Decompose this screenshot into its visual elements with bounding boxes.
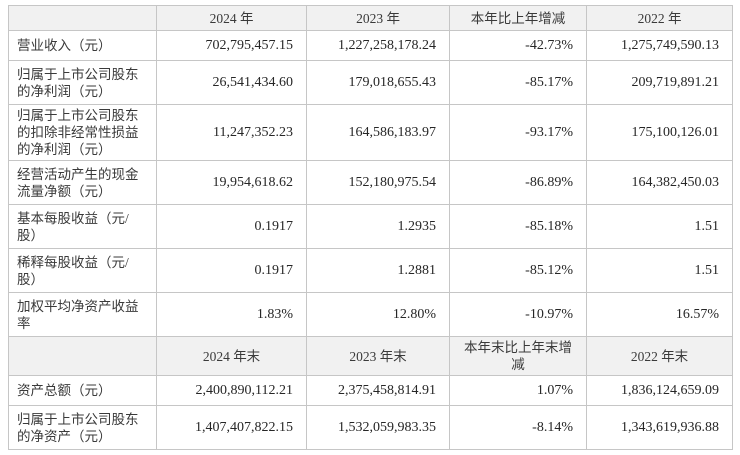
cell-value: 1.2881 [306, 248, 450, 293]
cell-value: 1.51 [586, 248, 733, 293]
cell-value: 12.80% [306, 292, 450, 337]
cell-value: 1,343,619,936.88 [586, 405, 733, 450]
row-label: 归属于上市公司股东的净利润（元） [8, 60, 157, 105]
cell-value: -42.73% [449, 30, 587, 61]
row-label: 经营活动产生的现金流量净额（元） [8, 160, 157, 205]
row-label: 基本每股收益（元/股） [8, 204, 157, 249]
table-row-basic-eps: 基本每股收益（元/股） 0.1917 1.2935 -85.18% 1.51 [8, 204, 733, 249]
cell-value: 1.07% [449, 375, 587, 406]
cell-value: 1.51 [586, 204, 733, 249]
cell-value: 175,100,126.01 [586, 104, 733, 161]
table-row-net-profit-excl-nonrecurring: 归属于上市公司股东的扣除非经常性损益的净利润（元） 11,247,352.23 … [8, 104, 733, 161]
cell-value: 164,382,450.03 [586, 160, 733, 205]
cell-value: 19,954,618.62 [156, 160, 307, 205]
cell-value: 16.57% [586, 292, 733, 337]
cell-value: -85.17% [449, 60, 587, 105]
row-label: 营业收入（元） [8, 30, 157, 61]
column-header-2024-end: 2024 年末 [156, 336, 307, 376]
cell-value: 1,227,258,178.24 [306, 30, 450, 61]
cell-value: 11,247,352.23 [156, 104, 307, 161]
column-header-2022: 2022 年 [586, 5, 733, 31]
cell-value: -10.97% [449, 292, 587, 337]
table-row-revenue: 营业收入（元） 702,795,457.15 1,227,258,178.24 … [8, 30, 733, 61]
cell-value: -85.12% [449, 248, 587, 293]
cell-value: 2,400,890,112.21 [156, 375, 307, 406]
row-label: 资产总额（元） [8, 375, 157, 406]
row-label: 稀释每股收益（元/股） [8, 248, 157, 293]
column-header-2024: 2024 年 [156, 5, 307, 31]
annual-header-row: 2024 年 2023 年 本年比上年增减 2022 年 [8, 5, 733, 31]
cell-value: 1,407,407,822.15 [156, 405, 307, 450]
cell-value: -8.14% [449, 405, 587, 450]
cell-value: 1,532,059,983.35 [306, 405, 450, 450]
cell-value: 1.2935 [306, 204, 450, 249]
table-row-net-assets: 归属于上市公司股东的净资产（元） 1,407,407,822.15 1,532,… [8, 405, 733, 450]
cell-value: 152,180,975.54 [306, 160, 450, 205]
cell-value: 0.1917 [156, 248, 307, 293]
cell-value: 179,018,655.43 [306, 60, 450, 105]
row-label: 归属于上市公司股东的净资产（元） [8, 405, 157, 450]
table-row-operating-cash-flow: 经营活动产生的现金流量净额（元） 19,954,618.62 152,180,9… [8, 160, 733, 205]
blank-header-cell [8, 336, 157, 376]
cell-value: -86.89% [449, 160, 587, 205]
cell-value: 0.1917 [156, 204, 307, 249]
column-header-2023-end: 2023 年末 [306, 336, 450, 376]
cell-value: -93.17% [449, 104, 587, 161]
cell-value: 1.83% [156, 292, 307, 337]
row-label: 加权平均净资产收益率 [8, 292, 157, 337]
cell-value: 209,719,891.21 [586, 60, 733, 105]
cell-value: 26,541,434.60 [156, 60, 307, 105]
table-row-net-profit: 归属于上市公司股东的净利润（元） 26,541,434.60 179,018,6… [8, 60, 733, 105]
column-header-yoy-change: 本年比上年增减 [449, 5, 587, 31]
cell-value: 2,375,458,814.91 [306, 375, 450, 406]
blank-header-cell [8, 5, 157, 31]
table-row-total-assets: 资产总额（元） 2,400,890,112.21 2,375,458,814.9… [8, 375, 733, 406]
cell-value: 1,275,749,590.13 [586, 30, 733, 61]
period-end-header-row: 2024 年末 2023 年末 本年末比上年末增减 2022 年末 [8, 336, 733, 376]
table-row-weighted-avg-roe: 加权平均净资产收益率 1.83% 12.80% -10.97% 16.57% [8, 292, 733, 337]
column-header-2022-end: 2022 年末 [586, 336, 733, 376]
column-header-2023: 2023 年 [306, 5, 450, 31]
column-header-end-yoy-change: 本年末比上年末增减 [449, 336, 587, 376]
financial-summary-table: 2024 年 2023 年 本年比上年增减 2022 年 营业收入（元） 702… [8, 5, 733, 450]
cell-value: 164,586,183.97 [306, 104, 450, 161]
cell-value: 702,795,457.15 [156, 30, 307, 61]
row-label: 归属于上市公司股东的扣除非经常性损益的净利润（元） [8, 104, 157, 161]
cell-value: -85.18% [449, 204, 587, 249]
table-row-diluted-eps: 稀释每股收益（元/股） 0.1917 1.2881 -85.12% 1.51 [8, 248, 733, 293]
cell-value: 1,836,124,659.09 [586, 375, 733, 406]
